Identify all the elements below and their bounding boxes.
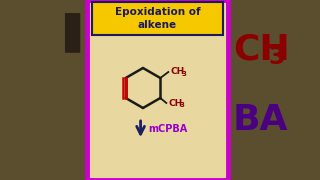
- Text: ▐: ▐: [49, 12, 79, 52]
- Text: 3: 3: [179, 102, 184, 108]
- Text: 3: 3: [181, 71, 186, 77]
- Text: Epoxidation of
alkene: Epoxidation of alkene: [115, 7, 200, 30]
- Text: 3: 3: [268, 45, 284, 69]
- Text: CH: CH: [170, 68, 185, 76]
- Bar: [92, 2, 223, 35]
- Text: BA: BA: [233, 103, 289, 137]
- Bar: [87, 0, 228, 180]
- Bar: [87, 0, 228, 180]
- Text: CH: CH: [168, 98, 183, 107]
- Text: mCPBA: mCPBA: [148, 124, 188, 134]
- Bar: [0, 0, 87, 180]
- Text: CH: CH: [233, 33, 290, 67]
